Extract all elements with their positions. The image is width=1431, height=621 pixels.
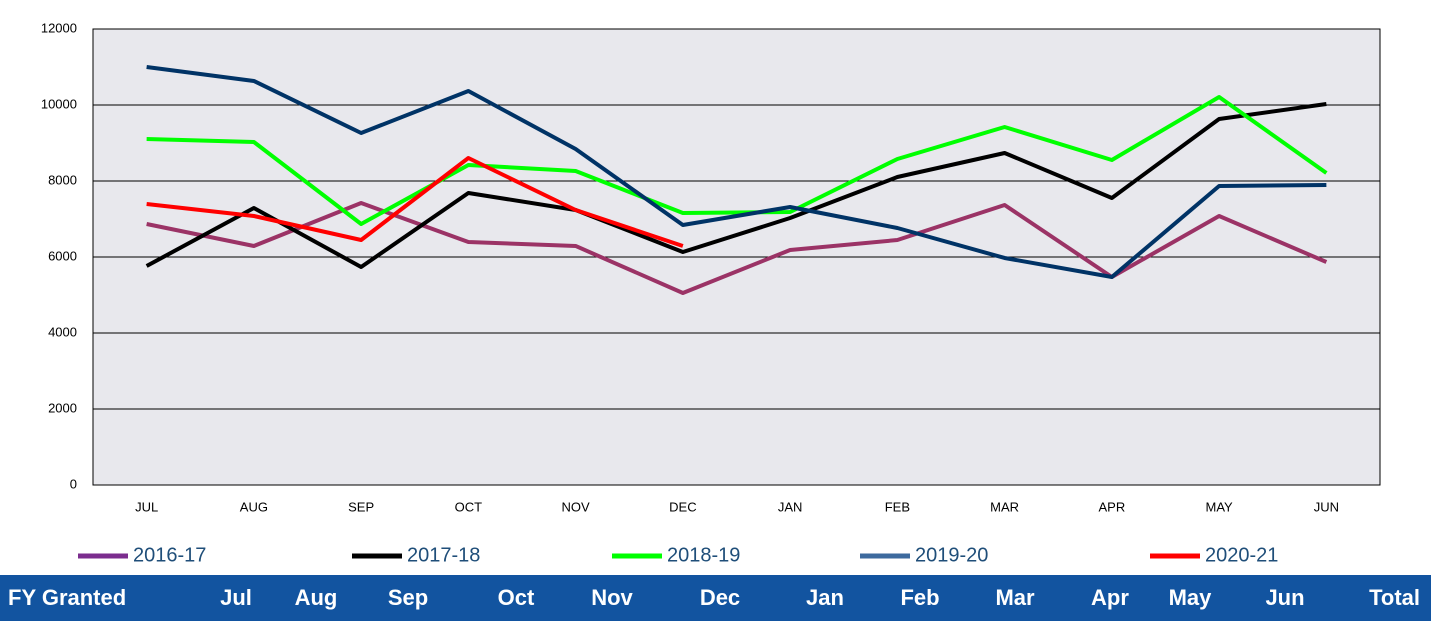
series-line <box>146 94 1328 227</box>
y-tick-label: 12000 <box>41 20 77 35</box>
table-header-cell: Nov <box>591 585 633 610</box>
x-tick-label: OCT <box>455 499 483 514</box>
series-line <box>146 65 1327 279</box>
y-tick-label: 10000 <box>41 96 77 111</box>
x-tick-label: JUL <box>135 499 158 514</box>
legend-label: 2020-21 <box>1205 544 1278 566</box>
x-tick-label: AUG <box>240 499 268 514</box>
legend-label: 2018-19 <box>667 544 740 566</box>
table-header-cell: Oct <box>498 585 535 610</box>
legend-label: 2016-17 <box>133 544 206 566</box>
y-tick-label: 0 <box>70 476 77 491</box>
table-header-cell: Jul <box>220 585 252 610</box>
x-tick-label: APR <box>1099 499 1126 514</box>
table-header-cell: Sep <box>388 585 428 610</box>
table-header-cell: Mar <box>995 585 1035 610</box>
x-tick-label: JUN <box>1314 499 1339 514</box>
table-header-cell: Dec <box>700 585 740 610</box>
table-header-cell: Jan <box>806 585 844 610</box>
table-header-cell: Total <box>1369 585 1420 610</box>
table-header-cell: Feb <box>900 585 939 610</box>
series-line <box>145 102 1327 269</box>
table-header-cell: May <box>1169 585 1213 610</box>
table-header-cell: FY Granted <box>8 585 126 610</box>
y-tick-label: 4000 <box>48 324 77 339</box>
x-tick-label: JAN <box>778 499 803 514</box>
y-tick-label: 2000 <box>48 400 77 415</box>
x-tick-label: MAR <box>990 499 1019 514</box>
y-tick-label: 6000 <box>48 248 77 263</box>
x-tick-label: NOV <box>562 499 591 514</box>
x-tick-label: MAY <box>1206 499 1234 514</box>
table-header-cell: Apr <box>1091 585 1129 610</box>
x-tick-label: FEB <box>885 499 910 514</box>
x-tick-label: DEC <box>669 499 696 514</box>
x-tick-label: SEP <box>348 499 374 514</box>
table-header-cell: Aug <box>295 585 338 610</box>
table-header-band <box>0 575 1431 621</box>
series-line <box>146 156 684 248</box>
y-tick-label: 8000 <box>48 172 77 187</box>
legend-label: 2017-18 <box>407 544 480 566</box>
legend-label: 2019-20 <box>915 544 988 566</box>
table-header-cell: Jun <box>1265 585 1304 610</box>
